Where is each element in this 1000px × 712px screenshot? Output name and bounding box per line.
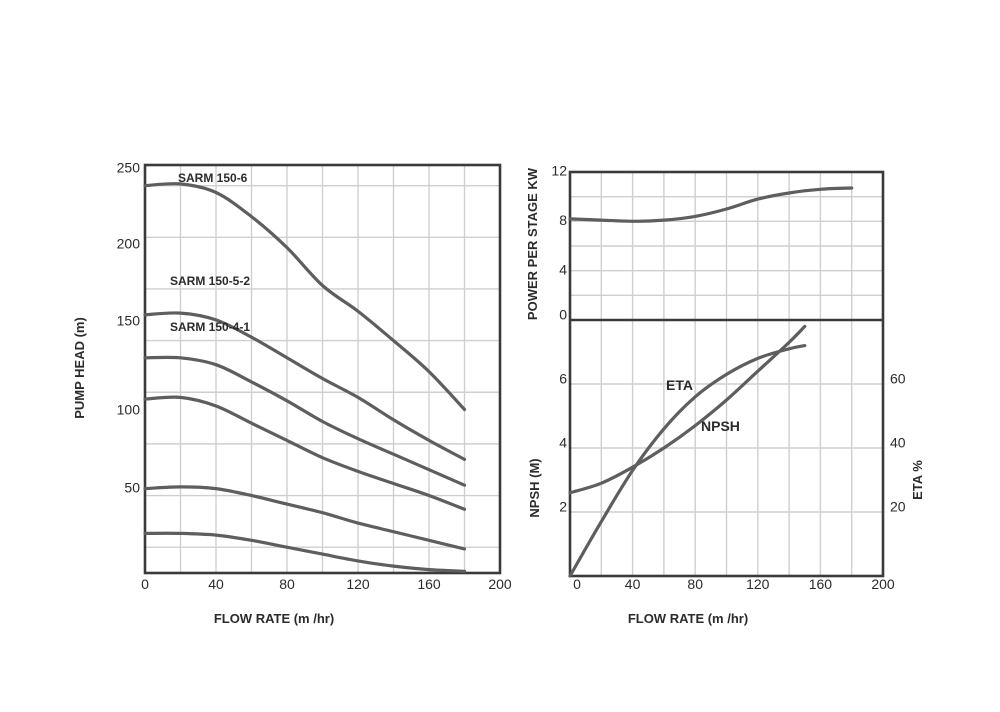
eta-y-tick-label: 20 <box>890 499 906 515</box>
x-tick-label: 40 <box>625 576 641 592</box>
head-curve <box>143 182 467 412</box>
series-label: SARM 150-4-1 <box>170 320 250 334</box>
head-curve <box>143 395 467 511</box>
head-curve <box>143 531 467 573</box>
plot-frame <box>143 163 502 575</box>
x-tick-label: 200 <box>871 576 895 592</box>
x-tick-label: 120 <box>746 576 770 592</box>
series-label: SARM 150-5-2 <box>170 274 250 288</box>
head-curve <box>143 485 467 551</box>
npsh-y-tick-label: 4 <box>559 435 567 451</box>
gridlines <box>570 172 883 576</box>
npsh-curve <box>568 324 807 495</box>
eta-axis-title: ETA % <box>910 460 925 500</box>
plot-frame <box>568 170 885 578</box>
x-axis-title: FLOW RATE (m /hr) <box>628 611 748 626</box>
series-label: SARM 150-6 <box>178 171 248 185</box>
power-y-tick-label: 4 <box>559 261 567 277</box>
y-tick-label: 150 <box>117 313 141 329</box>
x-tick-label: 200 <box>488 576 512 592</box>
x-tick-label: 80 <box>687 576 703 592</box>
gridlines <box>145 165 500 573</box>
power-y-tick-label: 0 <box>559 307 567 323</box>
power-y-tick-label: 8 <box>559 212 567 228</box>
y-tick-label: 100 <box>117 402 141 418</box>
y-tick-label: 200 <box>117 236 141 252</box>
x-tick-label: 80 <box>279 576 295 592</box>
x-tick-label: 40 <box>208 576 224 592</box>
x-tick-label: 160 <box>809 576 833 592</box>
x-tick-label: 160 <box>417 576 441 592</box>
x-axis-title: FLOW RATE (m /hr) <box>214 611 334 626</box>
power-axis-title: POWER PER STAGE KW <box>525 167 540 320</box>
head-curve <box>143 355 467 487</box>
npsh-y-tick-label: 6 <box>559 371 567 387</box>
npsh-axis-title: NPSH (M) <box>527 458 542 517</box>
pump-head-chart: 250 200 150 100 50 0 40 80 120 160 200 FLOW RATE (m… <box>72 160 512 626</box>
y-tick-label: 250 <box>117 160 141 176</box>
x-tick-label: 120 <box>346 576 370 592</box>
power-curve <box>568 186 854 223</box>
y-tick-label: 50 <box>124 480 140 496</box>
series-label: NPSH <box>701 418 740 434</box>
x-tick-label: 0 <box>141 576 149 592</box>
npsh-y-tick-label: 2 <box>559 499 567 515</box>
y-axis-title: PUMP HEAD (m) <box>72 317 87 419</box>
power-y-tick-label: 12 <box>551 163 567 179</box>
eta-y-tick-label: 60 <box>890 371 906 387</box>
head-curve <box>143 311 467 461</box>
x-tick-label: 0 <box>573 576 581 592</box>
series-label: ETA <box>666 377 693 393</box>
eta-y-tick-label: 40 <box>890 435 906 451</box>
